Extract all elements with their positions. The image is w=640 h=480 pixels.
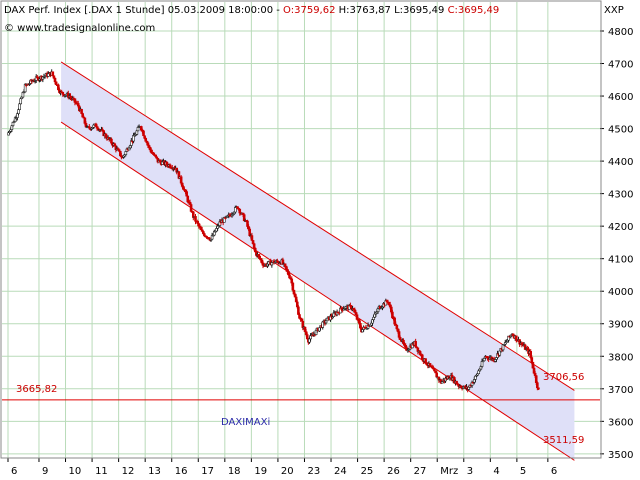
y-tick-label: 3800	[608, 352, 633, 363]
x-tick-label: 23	[307, 466, 320, 477]
channel-fill	[61, 61, 575, 461]
candle-body	[395, 325, 399, 330]
candle-body	[355, 314, 359, 320]
level-label: 3665,82	[16, 384, 57, 395]
x-tick-label: 5	[520, 466, 526, 477]
x-tick-label: Mrz	[440, 466, 458, 477]
candle-body	[398, 337, 402, 340]
x-tick-label: 11	[95, 466, 108, 477]
close-value: C:3695,49	[448, 5, 500, 16]
candle-body	[189, 204, 193, 212]
candle-body	[135, 130, 139, 135]
lower-channel-end-label: 3511,59	[543, 435, 584, 446]
x-tick-label: 4	[493, 466, 499, 477]
y-tick-label: 4600	[608, 92, 633, 103]
candle-body	[124, 151, 128, 155]
candle-body	[194, 216, 197, 222]
y-axis: 3500 3600 3700 3800 3900 4000 4100 4200 4300 4400…	[600, 27, 633, 461]
candle-body	[18, 103, 21, 110]
x-tick-label: 20	[281, 466, 294, 477]
candle-body	[530, 357, 534, 363]
header-line: DAX Perf. Index [.DAX 1 Stunde] 05.03.20…	[4, 5, 499, 16]
x-tick-label: 10	[69, 466, 82, 477]
candle-body	[515, 335, 518, 341]
high-value: H:3763,87	[339, 5, 391, 16]
candle-body	[61, 91, 65, 95]
candle-body	[537, 387, 540, 390]
candle-body	[291, 282, 295, 291]
x-tick-label: 12	[122, 466, 135, 477]
candle-body	[283, 263, 287, 267]
y-tick-label: 3600	[608, 417, 633, 428]
y-tick-label: 4000	[608, 287, 633, 298]
candle-body	[414, 341, 417, 348]
x-tick-label: 24	[334, 466, 347, 477]
candle-body	[250, 235, 254, 241]
candle-body	[19, 98, 23, 105]
candle-body	[420, 354, 424, 360]
regression-channel	[2, 61, 600, 461]
y-tick-label: 4500	[608, 125, 633, 136]
x-tick-label: 9	[42, 466, 48, 477]
y-tick-label: 4400	[608, 157, 633, 168]
source-credit: © www.tradesignalonline.com	[4, 23, 155, 34]
y-tick-label: 3700	[608, 385, 633, 396]
x-axis: 6 9 10 11 12 13 16 17 18 19 20 23 24 25 26 27 Mrz 3 4 5 6	[7, 458, 557, 477]
candle-body	[142, 130, 145, 137]
candle-body	[435, 372, 438, 378]
y-tick-label: 4200	[608, 222, 633, 233]
low-value: L:3695,49	[394, 5, 444, 16]
y-tick-label: 4800	[608, 27, 633, 38]
axis-unit: XXP	[604, 5, 624, 16]
price-series	[7, 69, 540, 393]
candle-body	[54, 81, 58, 85]
x-tick-label: 3	[467, 466, 473, 477]
x-tick-label: 17	[201, 466, 214, 477]
x-tick-label: 6	[11, 466, 17, 477]
candle-body	[51, 71, 55, 77]
channel-lower-line	[60, 121, 575, 461]
candle-body	[536, 382, 539, 389]
plot-frame	[0, 0, 602, 459]
indicator-label: DAXIMAXi	[221, 417, 270, 428]
x-tick-label: 16	[175, 466, 188, 477]
x-tick-label: 13	[148, 466, 161, 477]
x-tick-label: 26	[387, 466, 400, 477]
chart-title: DAX Perf. Index [.DAX 1 Stunde] 05.03.20…	[4, 5, 283, 16]
y-tick-label: 4100	[608, 255, 633, 266]
x-tick-label: 27	[414, 466, 427, 477]
channel-upper-line	[60, 61, 575, 391]
candle-body	[179, 176, 183, 184]
candle-body	[424, 358, 427, 364]
x-tick-label: 18	[228, 466, 241, 477]
y-tick-label: 4700	[608, 60, 633, 71]
x-tick-label: 25	[361, 466, 374, 477]
y-tick-label: 4300	[608, 190, 633, 201]
y-tick-label: 3900	[608, 320, 633, 331]
x-tick-label: 19	[254, 466, 267, 477]
candle-body	[433, 368, 436, 372]
candle-body	[47, 73, 50, 77]
open-value: O:3759,62	[283, 5, 335, 16]
upper-channel-end-label: 3706,56	[543, 372, 584, 383]
candle-body	[136, 127, 140, 132]
x-tick-label: 6	[551, 466, 557, 477]
y-tick-label: 3500	[608, 450, 633, 461]
candle-body	[324, 320, 328, 324]
candle-body	[17, 109, 20, 114]
candle-body	[53, 77, 57, 83]
